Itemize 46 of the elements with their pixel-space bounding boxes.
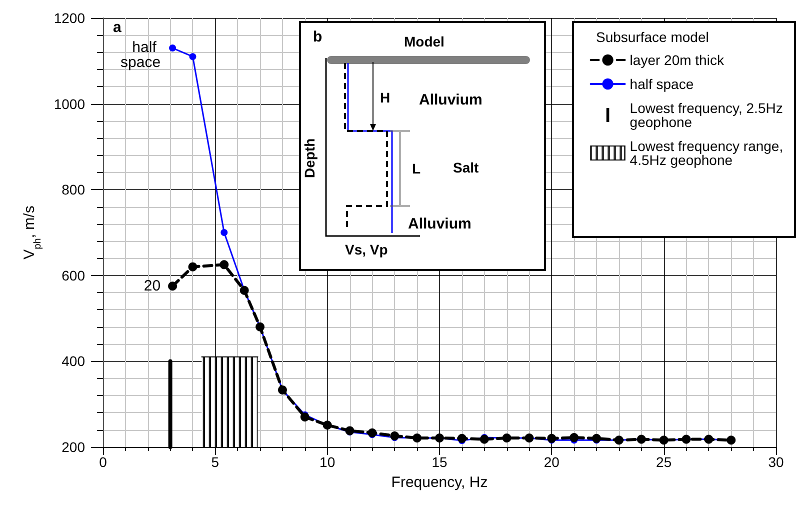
point <box>457 434 466 443</box>
annotation: Vs, Vp <box>345 241 388 258</box>
annotation: L <box>412 160 421 176</box>
point <box>220 260 229 270</box>
point <box>592 434 602 443</box>
point <box>220 229 228 236</box>
y-tick-label: 600 <box>62 267 86 284</box>
point <box>300 412 310 422</box>
annotation: Depth <box>301 138 318 178</box>
y-tick-label: 800 <box>62 182 86 198</box>
x-tick-label: 30 <box>768 454 784 470</box>
x-tick-label: 25 <box>656 454 672 470</box>
x-tick-label: 0 <box>99 454 108 470</box>
point <box>368 428 377 438</box>
x-tick-label: 15 <box>432 454 448 470</box>
y-tick-label: 1000 <box>54 96 86 112</box>
annotation: Salt <box>453 159 480 176</box>
y-tick-label: 400 <box>62 353 86 370</box>
annotation: Alluvium <box>419 91 482 108</box>
point <box>547 434 556 443</box>
annotation: Alluvium <box>408 215 472 232</box>
point <box>189 53 196 60</box>
annotation: Model <box>404 33 444 50</box>
legend-title: Subsurface model <box>596 29 709 45</box>
legend-label: layer 20m thick <box>630 52 725 68</box>
legend-label: half space <box>630 76 694 92</box>
point <box>168 282 178 291</box>
point <box>390 431 400 440</box>
x-tick-label: 5 <box>211 454 220 470</box>
x-tick-label: 20 <box>544 454 560 470</box>
x-tick-label: 10 <box>320 454 336 470</box>
legend-label: Lowest frequency, 2.5Hz geophone <box>630 100 787 130</box>
annotation: b <box>313 28 322 46</box>
point <box>570 433 579 442</box>
annotation: half space <box>120 39 161 72</box>
y-axis-title: Vph, m/s <box>20 206 44 260</box>
legend-label: Lowest frequency range, 4.5Hz geophone <box>630 138 788 168</box>
annotation: a <box>113 19 122 36</box>
y-tick-label: 1200 <box>54 10 86 26</box>
annotation: H <box>380 89 390 106</box>
annotation: 20 <box>144 278 161 295</box>
point <box>169 44 176 52</box>
x-axis-title: Frequency, Hz <box>391 474 488 491</box>
y-tick-label: 200 <box>62 439 86 455</box>
point <box>188 262 198 272</box>
point <box>480 434 489 444</box>
